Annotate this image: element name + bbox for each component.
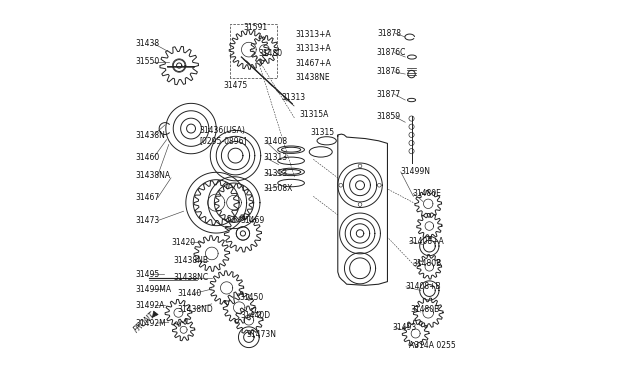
Text: 31480E: 31480E: [412, 189, 441, 198]
Text: 31480: 31480: [258, 49, 282, 58]
Text: 31508X: 31508X: [264, 185, 293, 193]
Text: 31438NC: 31438NC: [173, 273, 209, 282]
Text: 31438NB: 31438NB: [173, 256, 209, 265]
Text: 31492A: 31492A: [136, 301, 165, 310]
Text: 31438N: 31438N: [136, 131, 165, 141]
Text: 31420: 31420: [172, 238, 196, 247]
Text: 31473: 31473: [136, 216, 160, 225]
Text: 31408: 31408: [264, 137, 288, 146]
Text: 31460: 31460: [136, 153, 160, 161]
Text: 31493: 31493: [392, 323, 417, 332]
Text: 31473N: 31473N: [246, 330, 276, 339]
Text: 31878: 31878: [378, 29, 401, 38]
Text: 31859: 31859: [376, 112, 401, 121]
Text: 31877: 31877: [376, 90, 401, 99]
Text: FRONT: FRONT: [132, 310, 157, 334]
Text: 31876C: 31876C: [376, 48, 406, 57]
Text: 31550: 31550: [136, 57, 160, 66]
Text: 31440: 31440: [177, 289, 202, 298]
Text: A314A 0255: A314A 0255: [409, 341, 456, 350]
Text: 31313: 31313: [264, 153, 288, 162]
Text: 31492M: 31492M: [136, 319, 166, 328]
Text: 31408+B: 31408+B: [405, 282, 441, 291]
Text: 31467: 31467: [136, 193, 160, 202]
Text: 31313: 31313: [281, 93, 305, 102]
Text: 31313: 31313: [264, 169, 288, 178]
Text: 31591: 31591: [244, 23, 268, 32]
Text: 31499N: 31499N: [401, 167, 431, 176]
Text: 31480B: 31480B: [411, 305, 440, 314]
Text: 31438ND: 31438ND: [177, 305, 213, 314]
Text: 31495: 31495: [136, 270, 160, 279]
Text: 31408+A: 31408+A: [408, 237, 444, 246]
Text: 31475: 31475: [223, 81, 248, 90]
Text: 31438NE: 31438NE: [295, 73, 330, 82]
Text: 31499MA: 31499MA: [136, 285, 172, 294]
Text: 31467+A: 31467+A: [295, 59, 331, 68]
Text: 31480B: 31480B: [412, 259, 441, 267]
Text: 31315A: 31315A: [300, 110, 329, 119]
Text: 31469: 31469: [240, 216, 264, 225]
Text: 31876: 31876: [376, 67, 401, 76]
Text: [0295-0896]: [0295-0896]: [199, 136, 246, 145]
Text: 31450: 31450: [239, 294, 264, 302]
Text: 31440D: 31440D: [241, 311, 271, 320]
Text: 31313+A: 31313+A: [295, 29, 331, 39]
Text: 31315: 31315: [311, 128, 335, 137]
Text: 31313+A: 31313+A: [295, 44, 331, 53]
Text: 31438NA: 31438NA: [136, 171, 171, 180]
Text: 31436(USA): 31436(USA): [199, 126, 245, 135]
Text: 31438: 31438: [136, 39, 159, 48]
